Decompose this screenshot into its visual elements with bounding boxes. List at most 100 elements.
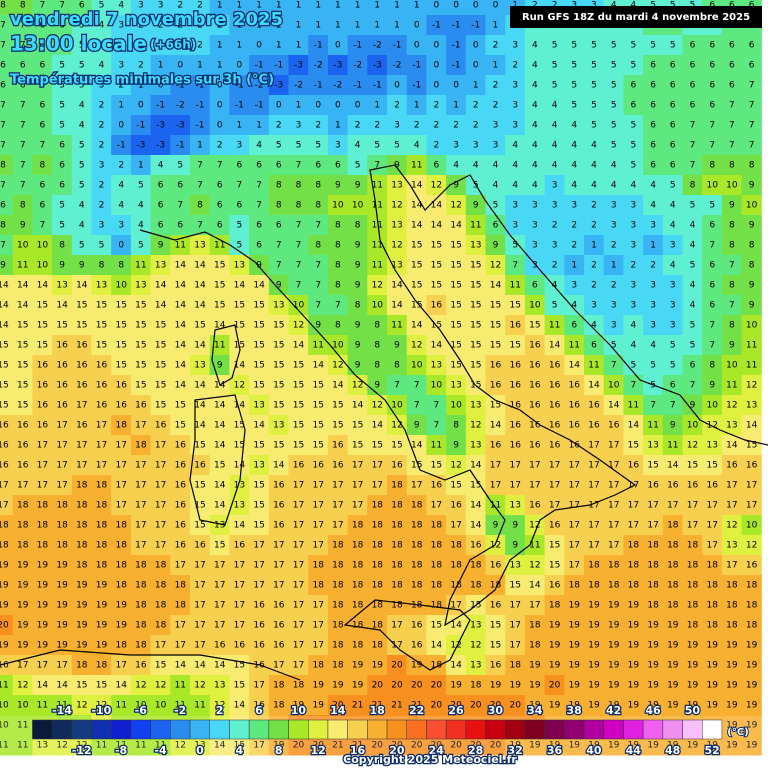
temp-cell: [682, 455, 703, 476]
temp-value: 0: [493, 1, 499, 11]
temp-value: 6: [709, 301, 715, 311]
temp-value: 17: [253, 561, 264, 571]
temp-value: 14: [194, 421, 206, 431]
temp-value: 17: [194, 581, 205, 591]
temp-cell: [426, 155, 447, 176]
temp-value: 16: [529, 421, 541, 431]
temp-cell: [52, 735, 73, 756]
temp-cell: [505, 735, 526, 756]
temp-cell: [347, 435, 368, 456]
temp-cell: [643, 355, 664, 376]
temp-cell: [288, 0, 309, 16]
temp-value: 14: [431, 221, 443, 231]
temp-value: 9: [512, 521, 518, 531]
temp-value: 19: [647, 661, 659, 671]
temp-value: 5: [631, 361, 637, 371]
temp-cell: [32, 535, 53, 556]
temp-value: 14: [470, 521, 482, 531]
temp-value: 15: [450, 241, 461, 251]
temp-cell: [584, 435, 605, 456]
temp-value: 2: [591, 281, 597, 291]
temp-cell: [229, 455, 250, 476]
temp-cell: [12, 675, 33, 696]
temp-cell: [170, 375, 191, 396]
temp-value: 4: [158, 161, 164, 171]
temp-cell: [249, 435, 270, 456]
temp-cell: [564, 395, 585, 416]
temp-cell: [623, 735, 644, 756]
temp-cell: [524, 535, 546, 556]
temp-value: 17: [569, 461, 580, 471]
temp-cell: [485, 695, 506, 716]
temp-value: 17: [17, 661, 28, 671]
temp-cell: [505, 595, 526, 616]
temp-cell: [426, 395, 447, 416]
temp-cell: [623, 615, 644, 636]
temp-cell: [682, 75, 703, 96]
temp-cell: [446, 335, 467, 356]
temp-cell: [327, 675, 349, 696]
temp-cell: [249, 95, 270, 116]
temp-value: 17: [253, 541, 264, 551]
temp-cell: [426, 215, 447, 236]
temp-value: 15: [253, 321, 264, 331]
temp-value: 18: [76, 521, 88, 531]
temp-value: 15: [96, 321, 107, 331]
temp-cell: [446, 575, 467, 596]
legend-label: 18: [370, 704, 385, 717]
temp-value: 8: [690, 181, 696, 191]
temp-value: 6: [709, 61, 715, 71]
temp-value: 10: [431, 381, 443, 391]
temp-cell: [229, 115, 250, 136]
temp-cell: [367, 255, 388, 276]
temp-value: 14: [194, 261, 206, 271]
temp-cell: [564, 35, 585, 56]
temp-value: 8: [749, 241, 755, 251]
temp-value: 12: [214, 701, 225, 711]
temp-value: 19: [746, 741, 758, 751]
legend-label: 38: [567, 704, 582, 717]
temp-cell: [249, 235, 270, 256]
temp-value: 3: [571, 281, 577, 291]
temp-value: 15: [273, 381, 284, 391]
temp-value: 3: [473, 141, 479, 151]
temp-cell: [662, 415, 683, 436]
temp-value: 15: [194, 441, 205, 451]
temp-cell: [387, 235, 408, 256]
temp-cell: [190, 555, 211, 576]
temp-value: -3: [333, 61, 342, 71]
temp-value: 17: [706, 501, 717, 511]
temp-value: 16: [332, 461, 344, 471]
temp-cell: [662, 495, 683, 516]
temp-cell: [584, 595, 605, 616]
temp-value: 4: [532, 121, 538, 131]
temp-value: 6: [532, 281, 538, 291]
temp-cell: [130, 735, 152, 756]
temp-value: 3: [394, 121, 400, 131]
temp-value: 6: [650, 161, 656, 171]
temp-value: 4: [611, 1, 617, 11]
temp-value: 17: [312, 621, 323, 631]
temp-value: 12: [450, 641, 461, 651]
temp-cell: [564, 155, 585, 176]
temp-cell: [721, 635, 743, 656]
temp-cell: [268, 115, 289, 136]
temp-value: 15: [470, 281, 481, 291]
temp-cell: [190, 155, 211, 176]
temp-value: 17: [273, 661, 284, 671]
temp-cell: [544, 615, 565, 636]
temp-value: 7: [0, 21, 6, 31]
temp-cell: [741, 495, 762, 516]
temp-cell: [564, 255, 585, 276]
temp-cell: [209, 655, 230, 676]
temp-value: 8: [729, 241, 735, 251]
temp-cell: [268, 415, 289, 436]
temp-cell: [367, 275, 388, 296]
temp-value: 17: [115, 481, 126, 491]
temp-cell: [643, 635, 664, 656]
temp-cell: [662, 435, 683, 456]
temp-value: 16: [509, 321, 521, 331]
legend-swatch: [524, 719, 545, 740]
temp-cell: [150, 415, 171, 436]
temp-value: 9: [394, 341, 400, 351]
